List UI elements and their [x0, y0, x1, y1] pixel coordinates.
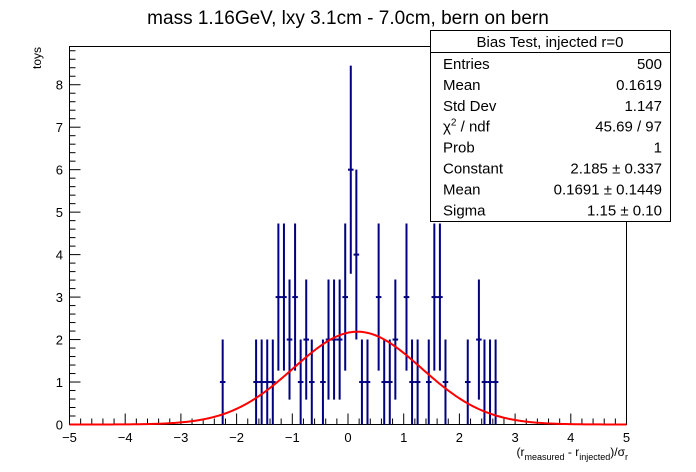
data-point [348, 65, 354, 274]
x-tick-label: −4 [118, 430, 133, 445]
stats-row-label: Prob [443, 140, 475, 157]
stats-row-label: Entries [443, 56, 490, 73]
stats-row-value: 1.15 ± 0.10 [587, 202, 662, 219]
x-axis-label: (rmeasured - rinjected)/σr [517, 445, 628, 462]
data-point [320, 339, 326, 425]
data-point [476, 279, 482, 400]
x-axis: −5 −4 −3 −2 −1 0 1 2 3 4 5 [62, 413, 630, 445]
y-tick-label: 2 [56, 333, 63, 348]
x-tick-label: 4 [567, 430, 574, 445]
stats-row-label: χ2 / ndf [443, 118, 491, 136]
stats-row-value: 1 [654, 140, 662, 157]
data-point [219, 339, 226, 425]
data-point [275, 223, 282, 371]
stats-box: Bias Test, injected r=0 Entries 500 Mean 0.… [430, 30, 671, 222]
stats-row-value: 2.185 ± 0.337 [570, 161, 662, 178]
data-point [464, 339, 471, 425]
y-axis-label: toys [30, 47, 44, 69]
data-point [364, 339, 371, 425]
stats-row-value: 0.1619 [616, 77, 662, 94]
data-point [492, 339, 499, 425]
y-tick-label: 7 [56, 120, 63, 135]
y-tick-label: 3 [56, 290, 63, 305]
data-point [270, 339, 276, 425]
y-tick-label: 1 [56, 375, 63, 390]
data-point [292, 223, 298, 371]
data-point [342, 223, 348, 371]
data-point [359, 339, 365, 425]
y-tick-label: 0 [56, 418, 63, 433]
y-axis: 0 1 2 3 4 5 6 7 8 [56, 50, 81, 433]
data-point [286, 279, 293, 400]
stats-row-value: 1.147 [624, 98, 662, 115]
data-points [219, 65, 499, 425]
stats-row-label: Mean [443, 181, 481, 198]
x-tick-label: −2 [229, 430, 244, 445]
data-point [258, 339, 265, 425]
data-point [487, 339, 493, 425]
stats-row-value: 45.69 / 97 [595, 119, 662, 136]
gaussian-fit-curve [69, 330, 627, 426]
data-point [336, 279, 343, 400]
data-point [481, 339, 488, 425]
data-point [281, 223, 287, 371]
data-point [381, 339, 387, 425]
data-point [414, 339, 421, 425]
x-tick-label: 5 [623, 430, 630, 445]
data-point [353, 169, 360, 340]
stats-row-value: 500 [637, 56, 662, 73]
data-point [425, 339, 432, 425]
data-point [303, 279, 310, 400]
x-tick-label: −5 [62, 430, 77, 445]
x-tick-label: 2 [456, 430, 463, 445]
y-tick-label: 6 [56, 163, 63, 178]
y-tick-label: 8 [56, 78, 63, 93]
data-point [297, 339, 304, 425]
data-point [442, 339, 449, 425]
x-tick-label: 1 [400, 430, 407, 445]
data-point [386, 339, 393, 425]
stats-rows: Entries 500 Mean 0.1619 Std Dev 1.147 χ2 / ndf… [443, 56, 662, 219]
data-point [431, 223, 438, 371]
data-point [409, 339, 415, 425]
x-tick-label: −1 [285, 430, 300, 445]
stats-row-value: 0.1691 ± 0.1449 [554, 181, 662, 198]
data-point [375, 223, 382, 371]
y-tick-label: 4 [56, 248, 63, 263]
data-point [253, 339, 259, 425]
y-tick-label: 5 [56, 205, 63, 220]
stats-row-label: Std Dev [443, 98, 497, 115]
data-point [264, 339, 271, 425]
chart-title: mass 1.16GeV, lxy 3.1cm - 7.0cm, bern on… [147, 8, 549, 29]
data-point [437, 223, 443, 371]
data-point [403, 223, 410, 371]
stats-row-label: Sigma [443, 202, 486, 219]
x-tick-label: 0 [344, 430, 351, 445]
stats-row-label: Mean [443, 77, 481, 94]
stats-box-title: Bias Test, injected r=0 [477, 34, 624, 51]
data-point [392, 279, 399, 400]
x-tick-label: −3 [173, 430, 188, 445]
x-tick-label: 3 [511, 430, 518, 445]
stats-row-label: Constant [443, 161, 504, 178]
